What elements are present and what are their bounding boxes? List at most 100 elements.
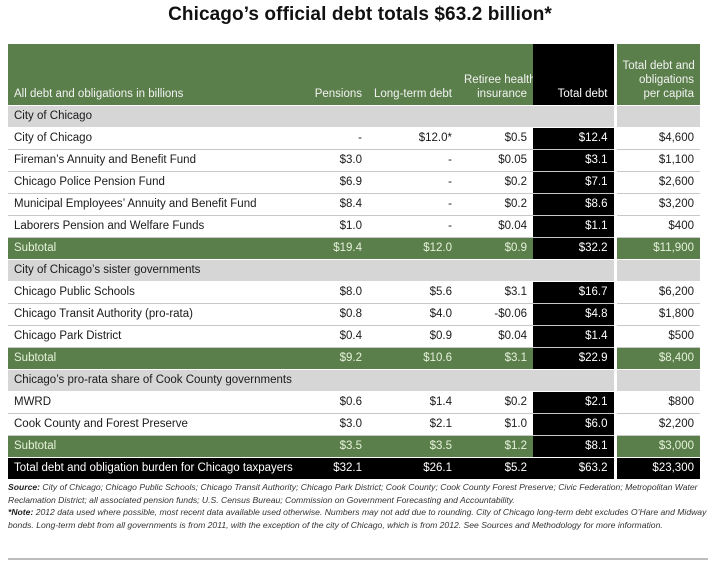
long-term-debt-cell: $5.6 — [368, 281, 458, 304]
retiree-health-cell: $3.1 — [458, 281, 533, 304]
header-pensions: Pensions — [308, 44, 368, 106]
retiree-health-cell: $0.9 — [458, 237, 533, 260]
retiree-health-cell: $0.04 — [458, 215, 533, 238]
long-term-debt-cell: $4.0 — [368, 303, 458, 326]
methodology-note: *Note: 2012 data used where possible, mo… — [8, 506, 708, 531]
header-retiree-health-line2: insurance — [477, 88, 527, 100]
source-label: Source: — [8, 482, 40, 492]
table-row: Municipal Employees’ Annuity and Benefit… — [8, 193, 700, 216]
table-row: MWRD $0.6 $1.4 $0.2 $2.1 $800 — [8, 391, 700, 414]
table-row: Laborers Pension and Welfare Funds $1.0 … — [8, 215, 700, 238]
footnotes: Source: City of Chicago; Chicago Public … — [8, 481, 708, 531]
section-header-row: Chicago’s pro-rata share of Cook County … — [8, 369, 700, 392]
total-debt-cell: $12.4 — [533, 127, 615, 150]
per-capita-cell: $3,200 — [613, 193, 700, 216]
row-name: Subtotal — [8, 237, 308, 260]
total-debt-cell: $1.1 — [533, 215, 615, 238]
per-capita-cell: $400 — [613, 215, 700, 238]
total-debt-cell: $6.0 — [533, 413, 615, 436]
total-debt-cell: $63.2 — [533, 457, 615, 479]
long-term-debt-cell: - — [368, 171, 458, 194]
per-capita-cell: $11,900 — [613, 237, 700, 260]
total-debt-cell: $32.2 — [533, 237, 615, 260]
total-debt-cell: $22.9 — [533, 347, 615, 370]
per-capita-cell: $4,600 — [613, 127, 700, 150]
long-term-debt-cell: - — [368, 193, 458, 216]
total-debt-cell: $7.1 — [533, 171, 615, 194]
per-capita-cell: $800 — [613, 391, 700, 414]
header-long-term-debt: Long-term debt — [368, 44, 458, 106]
row-name: Subtotal — [8, 347, 308, 370]
pensions-cell: $9.2 — [308, 347, 368, 370]
pensions-cell: $32.1 — [308, 457, 368, 479]
row-name: Chicago Public Schools — [8, 281, 308, 304]
grand-total-row: Total debt and obligation burden for Chi… — [8, 457, 700, 479]
retiree-health-cell: $0.2 — [458, 193, 533, 216]
table-row: Chicago Public Schools $8.0 $5.6 $3.1 $1… — [8, 281, 700, 304]
table-row: Chicago Police Pension Fund $6.9 - $0.2 … — [8, 171, 700, 194]
table-row: Cook County and Forest Preserve $3.0 $2.… — [8, 413, 700, 436]
long-term-debt-cell: $0.9 — [368, 325, 458, 348]
table-header-row: All debt and obligations in billions Pen… — [8, 44, 700, 106]
bottom-divider — [8, 558, 708, 560]
debt-table: All debt and obligations in billions Pen… — [8, 44, 700, 479]
header-retiree-health: Retiree health insurance — [458, 44, 533, 106]
per-capita-cell: $6,200 — [613, 281, 700, 304]
subtotal-row: Subtotal $3.5 $3.5 $1.2 $8.1 $3,000 — [8, 435, 700, 458]
row-name: Chicago Police Pension Fund — [8, 171, 308, 194]
pensions-cell: $8.0 — [308, 281, 368, 304]
pensions-cell: $6.9 — [308, 171, 368, 194]
long-term-debt-cell: $12.0 — [368, 237, 458, 260]
source-text: City of Chicago; Chicago Public Schools;… — [8, 482, 698, 505]
long-term-debt-cell: - — [368, 215, 458, 238]
total-debt-cell: $2.1 — [533, 391, 615, 414]
long-term-debt-cell: $1.4 — [368, 391, 458, 414]
long-term-debt-cell: $10.6 — [368, 347, 458, 370]
section-header-row: City of Chicago’s sister governments — [8, 259, 700, 282]
per-capita-cell: $8,400 — [613, 347, 700, 370]
retiree-health-cell: $0.05 — [458, 149, 533, 172]
pensions-cell: $8.4 — [308, 193, 368, 216]
total-debt-cell: $16.7 — [533, 281, 615, 304]
per-capita-cell: $2,600 — [613, 171, 700, 194]
subtotal-row: Subtotal $9.2 $10.6 $3.1 $22.9 $8,400 — [8, 347, 700, 370]
retiree-health-cell: $0.04 — [458, 325, 533, 348]
per-capita-cell: $3,000 — [613, 435, 700, 458]
section-header-row: City of Chicago — [8, 105, 700, 128]
total-debt-cell: $1.4 — [533, 325, 615, 348]
row-name: Laborers Pension and Welfare Funds — [8, 215, 308, 238]
retiree-health-cell: $0.5 — [458, 127, 533, 150]
page-title: Chicago’s official debt totals $63.2 bil… — [168, 4, 552, 25]
pensions-cell: $3.5 — [308, 435, 368, 458]
total-debt-cell: $4.8 — [533, 303, 615, 326]
table-row: Chicago Transit Authority (pro-rata) $0.… — [8, 303, 700, 326]
retiree-health-cell: $1.2 — [458, 435, 533, 458]
header-per-capita-line1: Total debt and — [622, 60, 695, 72]
pensions-cell: $1.0 — [308, 215, 368, 238]
subtotal-row: Subtotal $19.4 $12.0 $0.9 $32.2 $11,900 — [8, 237, 700, 260]
row-name: Municipal Employees’ Annuity and Benefit… — [8, 193, 308, 216]
table-row: City of Chicago - $12.0* $0.5 $12.4 $4,6… — [8, 127, 700, 150]
long-term-debt-cell: - — [368, 149, 458, 172]
row-name: Fireman’s Annuity and Benefit Fund — [8, 149, 308, 172]
header-per-capita: Total debt and obligations per capita — [613, 44, 700, 106]
row-name: Chicago Transit Authority (pro-rata) — [8, 303, 308, 326]
header-per-capita-line2: obligations — [639, 74, 694, 86]
row-name: City of Chicago — [8, 127, 308, 150]
long-term-debt-cell: $26.1 — [368, 457, 458, 479]
header-retiree-health-line1: Retiree health — [464, 74, 533, 86]
per-capita-cell: $1,800 — [613, 303, 700, 326]
note-text: 2012 data used where possible, most rece… — [8, 507, 707, 530]
long-term-debt-cell: $12.0* — [368, 127, 458, 150]
total-debt-cell: $8.6 — [533, 193, 615, 216]
per-capita-cell: $23,300 — [613, 457, 700, 479]
pensions-cell: $0.8 — [308, 303, 368, 326]
long-term-debt-cell: $2.1 — [368, 413, 458, 436]
header-total-debt: Total debt — [533, 44, 615, 106]
retiree-health-cell: $5.2 — [458, 457, 533, 479]
row-name: Subtotal — [8, 435, 308, 458]
header-per-capita-line3: per capita — [643, 88, 694, 100]
row-name: MWRD — [8, 391, 308, 414]
per-capita-cell: $2,200 — [613, 413, 700, 436]
section-title: Chicago’s pro-rata share of Cook County … — [8, 369, 533, 392]
